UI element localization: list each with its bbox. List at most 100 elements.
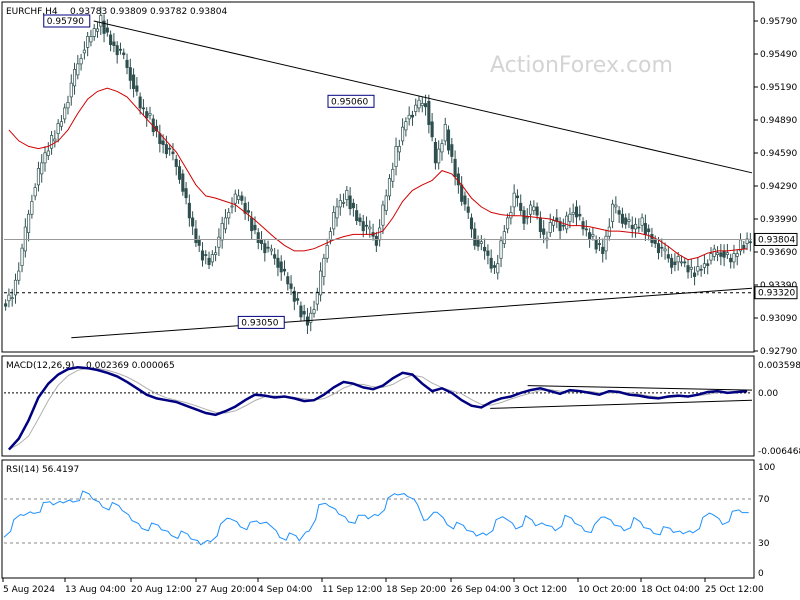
time-tick-label: 4 Sep 04:00	[258, 585, 313, 595]
support-price-box	[754, 286, 798, 300]
candle-body	[699, 268, 703, 271]
candle-body	[256, 232, 260, 243]
candle-body	[430, 121, 434, 138]
candle-body	[145, 111, 149, 119]
price-panel-frame	[1, 1, 755, 353]
trendline-lower	[71, 287, 753, 339]
time-tick-label: 18 Oct 04:00	[641, 585, 700, 595]
time-tick-label: 18 Sep 20:00	[386, 585, 446, 595]
candle-body	[476, 239, 480, 247]
candle-body	[712, 248, 716, 257]
candle-body	[437, 148, 441, 164]
annotation-box	[237, 315, 285, 329]
rsi-line	[3, 490, 749, 546]
candle-body	[660, 246, 664, 249]
candle-body	[417, 99, 421, 109]
candle-body	[230, 205, 234, 208]
candle-body	[286, 276, 290, 285]
candle-body	[296, 298, 300, 301]
price-tick-label: 0.92790	[760, 347, 797, 357]
ohlc-high: 0.93809	[110, 7, 147, 17]
candle-body	[443, 124, 447, 142]
candle-body	[374, 235, 378, 246]
price-annotation: 0.93050	[237, 315, 285, 329]
candle-body	[414, 104, 418, 112]
candle-body	[33, 187, 37, 197]
current-price-text: 0.93804	[758, 235, 795, 245]
candle-body	[748, 241, 752, 244]
candle-body	[46, 150, 50, 156]
candle-body	[627, 219, 631, 222]
candle-body	[168, 147, 172, 150]
candle-body	[440, 143, 444, 153]
ohlc-low: 0.93782	[150, 7, 187, 17]
candle-body	[312, 309, 316, 314]
price-tick-label: 0.95190	[760, 83, 797, 93]
trendlines	[71, 20, 753, 339]
time-axis: 5 Aug 2024 13 Aug 04:00 20 Aug 12:00 27 Aug…	[2, 578, 764, 595]
rsi-panel-frame	[1, 459, 755, 579]
candle-body	[210, 254, 214, 263]
candle-body	[679, 261, 684, 264]
ohlc-open: 0.93783	[70, 7, 107, 17]
candle-body	[361, 221, 365, 232]
candle-body	[502, 231, 506, 244]
annotation-text: 0.95790	[47, 17, 84, 27]
macd-tick-zero: 0.00	[758, 389, 778, 399]
candle-body	[43, 152, 47, 164]
candle-body	[463, 195, 467, 205]
candle-body	[571, 212, 575, 215]
candle-body	[640, 217, 644, 226]
candle-body	[266, 246, 270, 249]
candle-body	[177, 166, 182, 180]
candle-body	[532, 206, 536, 211]
price-annotations: 0.95790 0.95060 0.93050	[43, 14, 375, 329]
rsi-panel: RSI(14) 56.4197 100 70 30 0	[1, 459, 775, 579]
candle-body	[643, 223, 647, 235]
candle-body	[486, 250, 490, 256]
candle-body	[105, 27, 109, 33]
candle-body	[696, 266, 700, 272]
candle-body	[512, 192, 516, 208]
candle-body	[689, 267, 693, 270]
candle-body	[578, 213, 582, 217]
candle-body	[200, 250, 205, 261]
candle-body	[243, 202, 247, 214]
price-annotation: 0.95060	[327, 94, 375, 108]
candle-body	[250, 217, 254, 232]
macd-panel-frame	[1, 355, 755, 457]
macd-trendline	[490, 399, 753, 409]
candle-body	[522, 210, 526, 224]
candle-body	[122, 52, 126, 56]
candle-body	[676, 256, 680, 263]
candle-body	[683, 261, 687, 264]
candle-body	[7, 294, 11, 302]
candle-body	[17, 270, 21, 281]
candle-body	[650, 234, 654, 243]
candle-body	[597, 243, 601, 245]
candle-body	[309, 312, 313, 323]
current-price-badge: 0.93804	[754, 232, 798, 246]
candle-body	[637, 226, 641, 229]
candle-body	[217, 236, 221, 248]
candle-body	[292, 290, 296, 302]
candle-body	[112, 41, 116, 46]
candle-body	[233, 193, 237, 204]
candle-body	[499, 240, 503, 259]
rsi-level-lines	[4, 498, 752, 544]
candle-body	[118, 48, 123, 51]
macd-values: 0.002369 0.000065	[86, 361, 175, 371]
candle-body	[568, 213, 572, 222]
macd-trendline	[527, 385, 753, 391]
candle-body	[446, 129, 451, 151]
candle-body	[36, 168, 40, 186]
candle-body	[581, 221, 585, 230]
price-tick-label: 0.94590	[760, 149, 797, 159]
candle-body	[358, 217, 362, 222]
candle-body	[187, 202, 191, 219]
candle-body	[561, 224, 565, 227]
trendline-upper	[93, 20, 753, 174]
candle-body	[72, 69, 77, 87]
macd-trendlines	[490, 385, 753, 409]
